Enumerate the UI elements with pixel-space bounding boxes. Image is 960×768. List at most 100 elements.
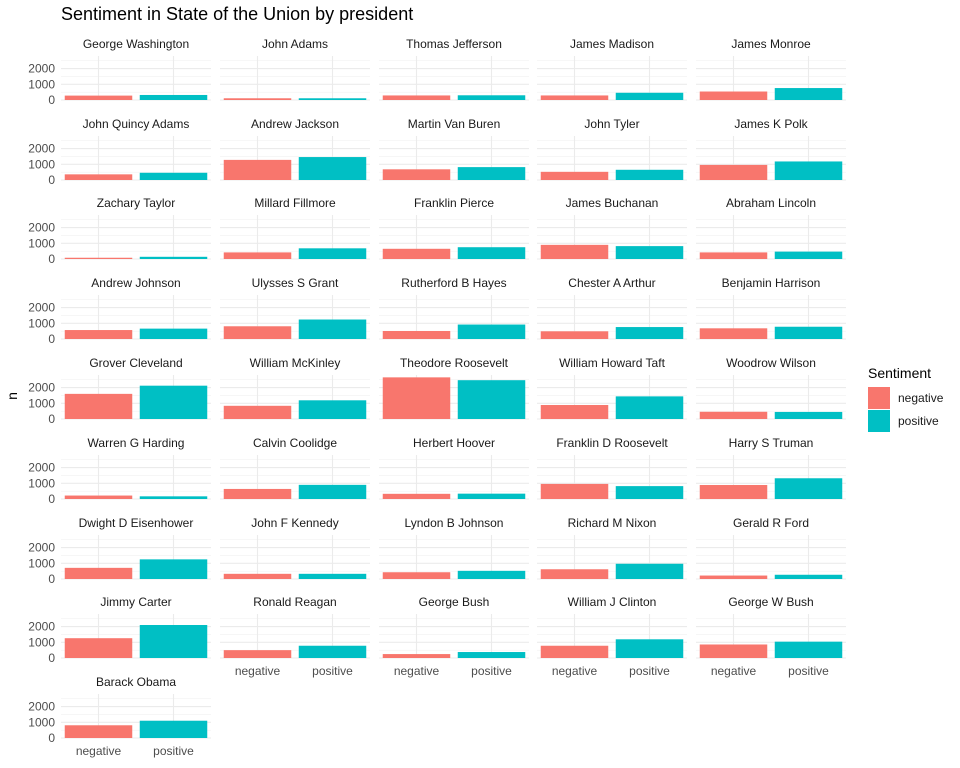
- bar-ronald-reagan-positive: [298, 645, 367, 658]
- y-tick-label: 2000: [28, 541, 55, 555]
- bar-john-tyler-negative: [540, 171, 609, 180]
- y-axis-title: n: [4, 392, 20, 400]
- bar-john-adams-negative: [223, 98, 292, 100]
- bar-william-j-clinton-positive: [615, 639, 684, 658]
- bar-harry-s-truman-negative: [699, 485, 768, 499]
- bar-john-quincy-adams-negative: [64, 174, 133, 180]
- y-tick-label: 1000: [28, 236, 55, 250]
- bar-ulysses-s-grant-negative: [223, 326, 292, 339]
- bar-millard-fillmore-negative: [223, 252, 292, 259]
- facet-label-ulysses-s-grant: Ulysses S Grant: [252, 276, 339, 290]
- bar-franklin-pierce-negative: [382, 248, 451, 259]
- facet-label-theodore-roosevelt: Theodore Roosevelt: [400, 356, 509, 370]
- bar-rutherford-b-hayes-negative: [382, 330, 451, 339]
- facet-label-john-f-kennedy: John F Kennedy: [251, 516, 338, 530]
- bar-woodrow-wilson-negative: [699, 411, 768, 419]
- bar-james-monroe-negative: [699, 91, 768, 100]
- bar-james-buchanan-negative: [540, 244, 609, 259]
- y-tick-label: 2000: [28, 62, 55, 76]
- y-tick-label: 1000: [28, 556, 55, 570]
- bar-james-monroe-positive: [774, 88, 843, 100]
- facet-label-george-washington: George Washington: [83, 37, 189, 51]
- facet-label-james-madison: James Madison: [570, 37, 654, 51]
- x-tick-label-negative: negative: [394, 664, 440, 678]
- x-tick-label-negative: negative: [711, 664, 757, 678]
- facet-label-harry-s-truman: Harry S Truman: [729, 436, 814, 450]
- bar-calvin-coolidge-positive: [298, 484, 367, 499]
- bar-john-f-kennedy-negative: [223, 573, 292, 579]
- bar-william-mckinley-negative: [223, 405, 292, 419]
- bar-lyndon-b-johnson-negative: [382, 572, 451, 579]
- bar-jimmy-carter-positive: [139, 625, 208, 658]
- legend-label-positive: positive: [898, 414, 939, 428]
- facet-label-william-j-clinton: William J Clinton: [568, 595, 657, 609]
- bar-james-k-polk-positive: [774, 161, 843, 180]
- facet-label-millard-fillmore: Millard Fillmore: [254, 196, 336, 210]
- y-tick-label: 0: [48, 572, 55, 586]
- facet-label-woodrow-wilson: Woodrow Wilson: [726, 356, 816, 370]
- y-tick-label: 1000: [28, 157, 55, 171]
- x-tick-label-negative: negative: [76, 744, 122, 758]
- bar-andrew-jackson-positive: [298, 157, 367, 180]
- y-tick-label: 2000: [28, 700, 55, 714]
- legend-swatch-negative: [868, 387, 890, 409]
- bar-dwight-d-eisenhower-positive: [139, 559, 208, 579]
- bar-ronald-reagan-negative: [223, 650, 292, 658]
- y-tick-label: 1000: [28, 396, 55, 410]
- facet-label-franklin-d-roosevelt: Franklin D Roosevelt: [556, 436, 668, 450]
- facet-label-richard-m-nixon: Richard M Nixon: [568, 516, 657, 530]
- bar-william-mckinley-positive: [298, 400, 367, 419]
- bar-james-k-polk-negative: [699, 164, 768, 180]
- y-tick-label: 1000: [28, 316, 55, 330]
- facet-label-james-buchanan: James Buchanan: [566, 196, 659, 210]
- bar-andrew-johnson-positive: [139, 328, 208, 339]
- bar-john-f-kennedy-positive: [298, 573, 367, 579]
- bar-chester-a-arthur-positive: [615, 327, 684, 339]
- facet-label-martin-van-buren: Martin Van Buren: [408, 117, 501, 131]
- bar-richard-m-nixon-negative: [540, 569, 609, 579]
- bar-martin-van-buren-negative: [382, 169, 451, 180]
- facet-label-zachary-taylor: Zachary Taylor: [97, 196, 175, 210]
- bar-andrew-johnson-negative: [64, 330, 133, 339]
- legend-swatch-positive: [868, 410, 890, 432]
- bar-woodrow-wilson-positive: [774, 411, 843, 419]
- facet-label-thomas-jefferson: Thomas Jefferson: [406, 37, 502, 51]
- bar-barack-obama-positive: [139, 720, 208, 738]
- facet-label-william-mckinley: William McKinley: [250, 356, 341, 370]
- bar-chester-a-arthur-negative: [540, 331, 609, 339]
- y-tick-label: 1000: [28, 476, 55, 490]
- facet-label-andrew-johnson: Andrew Johnson: [91, 276, 180, 290]
- bar-george-w-bush-negative: [699, 644, 768, 658]
- bar-william-howard-taft-positive: [615, 396, 684, 419]
- y-tick-label: 0: [48, 252, 55, 266]
- bar-john-adams-positive: [298, 98, 367, 100]
- bar-martin-van-buren-positive: [457, 167, 526, 180]
- bar-george-washington-negative: [64, 95, 133, 100]
- y-tick-label: 0: [48, 492, 55, 506]
- facet-label-franklin-pierce: Franklin Pierce: [414, 196, 494, 210]
- bar-benjamin-harrison-positive: [774, 326, 843, 339]
- facet-label-lyndon-b-johnson: Lyndon B Johnson: [405, 516, 504, 530]
- y-tick-label: 0: [48, 173, 55, 187]
- bar-william-j-clinton-negative: [540, 645, 609, 658]
- x-tick-label-positive: positive: [153, 744, 194, 758]
- bar-james-madison-positive: [615, 92, 684, 100]
- x-tick-label-positive: positive: [629, 664, 670, 678]
- bar-william-howard-taft-negative: [540, 405, 609, 419]
- bar-lyndon-b-johnson-positive: [457, 570, 526, 579]
- bar-calvin-coolidge-negative: [223, 488, 292, 499]
- facet-label-dwight-d-eisenhower: Dwight D Eisenhower: [79, 516, 194, 530]
- bar-theodore-roosevelt-negative: [382, 377, 451, 419]
- y-tick-label: 0: [48, 651, 55, 665]
- facet-label-john-quincy-adams: John Quincy Adams: [83, 117, 190, 131]
- x-tick-label-positive: positive: [788, 664, 829, 678]
- y-tick-label: 0: [48, 731, 55, 745]
- bar-jimmy-carter-negative: [64, 638, 133, 658]
- bar-thomas-jefferson-positive: [457, 95, 526, 100]
- facet-label-andrew-jackson: Andrew Jackson: [251, 117, 339, 131]
- bar-gerald-r-ford-positive: [774, 574, 843, 579]
- legend-title: Sentiment: [868, 365, 931, 381]
- bar-franklin-d-roosevelt-negative: [540, 483, 609, 499]
- bar-franklin-d-roosevelt-positive: [615, 486, 684, 499]
